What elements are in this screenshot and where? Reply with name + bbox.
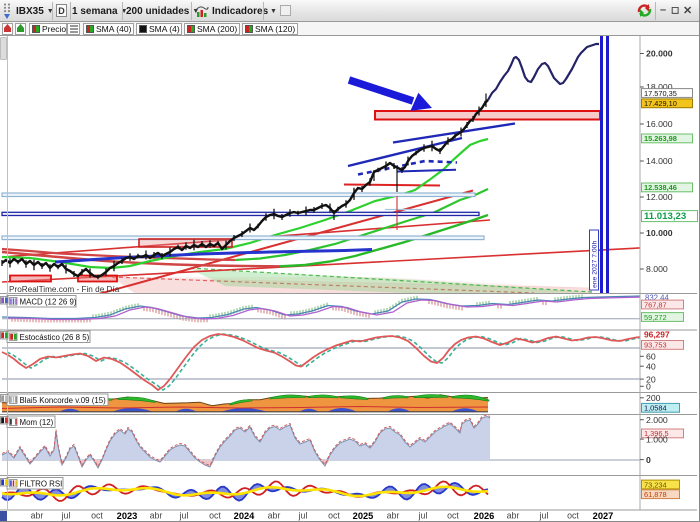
svg-text:0: 0 [646,455,651,465]
svg-text:12.538,46: 12.538,46 [644,183,677,192]
svg-text:17.570,35: 17.570,35 [644,89,677,98]
svg-text:16.000: 16.000 [646,119,673,129]
svg-text:2024: 2024 [234,511,256,521]
svg-text:oct: oct [567,511,579,521]
svg-text:1.396,5: 1.396,5 [644,429,669,438]
svg-text:60: 60 [646,352,656,362]
svg-text:40: 40 [646,361,656,371]
svg-text:767,87: 767,87 [644,300,667,309]
svg-text:jul: jul [298,511,308,521]
svg-text:abr: abr [268,511,281,521]
svg-text:11.013,23: 11.013,23 [644,211,686,222]
svg-text:2026: 2026 [474,511,495,521]
svg-text:96,297: 96,297 [644,330,670,340]
svg-text:abr: abr [507,511,520,521]
svg-text:oct: oct [91,511,103,521]
svg-text:8.000: 8.000 [646,264,668,274]
svg-text:abr: abr [387,511,400,521]
svg-text:Estocástico (26 8 5): Estocástico (26 8 5) [20,333,90,342]
svg-text:2027: 2027 [593,511,614,521]
svg-text:oct: oct [447,511,459,521]
svg-text:14.000: 14.000 [646,156,673,166]
svg-text:0: 0 [646,382,651,392]
svg-text:1,0584: 1,0584 [644,404,667,413]
svg-text:Mom (12): Mom (12) [20,418,54,427]
svg-text:ene 2027 7:00h: ene 2027 7:00h [592,241,599,288]
svg-text:18.000: 18.000 [646,82,673,92]
svg-text:ProRealTime.com - Fin de Día: ProRealTime.com - Fin de Día [9,285,120,294]
svg-text:832,44: 832,44 [645,294,670,303]
svg-text:17.429,10: 17.429,10 [644,99,677,108]
svg-text:2.000: 2.000 [646,415,668,425]
svg-text:jul: jul [179,511,189,521]
svg-text:MACD (12 26 9): MACD (12 26 9) [20,297,77,306]
svg-text:20.000: 20.000 [646,49,673,59]
svg-text:73,234: 73,234 [644,480,667,489]
svg-text:abr: abr [150,511,163,521]
svg-text:abr: abr [31,511,44,521]
svg-text:oct: oct [328,511,340,521]
svg-text:200: 200 [646,393,661,403]
svg-text:jul: jul [539,511,549,521]
svg-text:FILTRO RSI: FILTRO RSI [20,479,63,488]
svg-text:59,272: 59,272 [644,313,667,322]
svg-text:61,878: 61,878 [644,490,667,499]
svg-text:93,753: 93,753 [644,341,667,350]
svg-text:2025: 2025 [353,511,374,521]
svg-text:12.000: 12.000 [646,192,673,202]
svg-text:20: 20 [646,374,656,384]
svg-text:jul: jul [418,511,428,521]
svg-text:15.263,98: 15.263,98 [644,134,677,143]
svg-text:1.000: 1.000 [646,434,668,444]
svg-text:jul: jul [61,511,71,521]
svg-text:10.000: 10.000 [646,228,673,238]
svg-text:oct: oct [209,511,221,521]
svg-text:Blai5 Koncorde v.09 (15): Blai5 Koncorde v.09 (15) [20,396,107,405]
svg-text:2023: 2023 [117,511,138,521]
